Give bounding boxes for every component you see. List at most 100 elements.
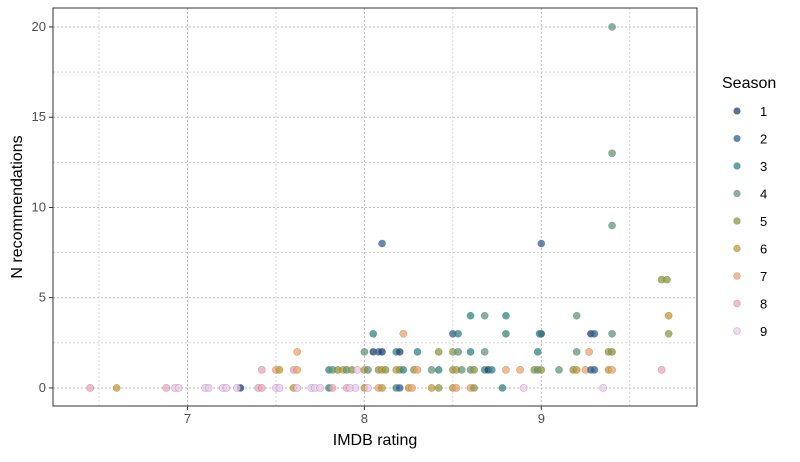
data-point: [608, 221, 616, 230]
data-point: [364, 384, 372, 392]
data-point: [381, 366, 390, 374]
data-point: [454, 329, 463, 338]
data-point: [452, 384, 461, 392]
data-point: [275, 366, 284, 374]
data-point: [427, 366, 436, 374]
axes: 7 8 9 0 5 10 15 20: [32, 19, 545, 426]
x-tick-label: 9: [538, 411, 545, 426]
legend-key: [733, 299, 741, 308]
legend-label: 1: [760, 104, 767, 119]
data-point: [413, 347, 422, 356]
data-points: [86, 23, 673, 392]
legend-label: 6: [760, 242, 767, 257]
data-point: [608, 149, 616, 158]
data-point: [480, 311, 489, 320]
data-point: [480, 347, 489, 356]
data-point: [664, 329, 673, 338]
data-point: [360, 347, 369, 356]
data-point: [162, 384, 171, 392]
y-axis-label: N recommendations: [9, 135, 26, 278]
data-point: [502, 311, 510, 320]
data-point: [516, 366, 524, 374]
data-point: [555, 366, 563, 374]
data-point: [502, 366, 510, 374]
data-point: [434, 366, 443, 374]
data-point: [590, 329, 599, 338]
legend-label: 3: [760, 159, 767, 174]
legend-key: [733, 134, 741, 143]
x-tick-label: 7: [184, 411, 191, 426]
data-point: [222, 384, 231, 392]
data-point: [537, 366, 546, 374]
data-point: [663, 275, 671, 284]
data-point: [395, 384, 404, 392]
data-point: [174, 384, 183, 392]
y-tick-label: 5: [39, 290, 46, 305]
data-point: [112, 384, 121, 392]
data-point: [502, 329, 510, 338]
data-point: [599, 384, 608, 392]
data-point: [466, 311, 475, 320]
data-point: [413, 366, 422, 374]
legend-key: [733, 162, 741, 170]
data-point: [204, 384, 213, 392]
data-point: [351, 384, 360, 392]
data-point: [457, 366, 466, 374]
data-point: [487, 366, 496, 374]
data-point: [378, 347, 386, 356]
data-point: [572, 366, 581, 374]
data-point: [664, 311, 673, 320]
legend-key: [733, 217, 741, 225]
data-point: [427, 384, 436, 392]
data-point: [399, 329, 408, 338]
data-point: [316, 384, 325, 392]
legend-label: 9: [760, 324, 767, 339]
legend-key: [733, 272, 741, 280]
data-point: [657, 366, 666, 374]
data-point: [293, 384, 302, 392]
data-point: [378, 384, 386, 392]
legend-label: 4: [760, 187, 767, 202]
data-point: [608, 23, 616, 31]
data-point: [585, 347, 593, 356]
data-point: [533, 347, 542, 356]
data-point: [364, 366, 372, 374]
legend-key: [733, 107, 741, 115]
data-point: [608, 347, 616, 356]
x-axis-label: IMDB rating: [333, 432, 417, 449]
legend-label: 5: [760, 214, 767, 229]
data-point: [369, 329, 378, 338]
data-point: [608, 329, 616, 338]
data-point: [466, 347, 475, 356]
data-point: [434, 347, 443, 356]
data-point: [257, 384, 266, 392]
data-point: [233, 384, 241, 392]
data-point: [608, 366, 616, 374]
data-point: [498, 384, 507, 392]
legend-title: Season: [722, 75, 776, 92]
legend-label: 2: [760, 132, 767, 147]
data-point: [399, 366, 408, 374]
y-tick-label: 0: [39, 380, 46, 395]
y-tick-label: 10: [32, 199, 46, 214]
data-point: [293, 347, 302, 356]
data-point: [535, 329, 544, 338]
x-tick-label: 8: [361, 411, 368, 426]
data-point: [395, 347, 404, 356]
legend-label: 7: [760, 269, 767, 284]
data-point: [572, 347, 581, 356]
data-point: [378, 239, 386, 248]
legend-key: [733, 244, 741, 253]
data-point: [470, 384, 478, 392]
data-point: [257, 366, 266, 374]
legend-key: [733, 327, 741, 335]
data-point: [519, 384, 528, 392]
data-point: [293, 366, 302, 374]
legend-key: [733, 189, 741, 198]
data-point: [328, 384, 337, 392]
data-point: [470, 366, 478, 374]
data-point: [275, 384, 284, 392]
data-point: [537, 239, 546, 248]
data-point: [353, 366, 362, 374]
